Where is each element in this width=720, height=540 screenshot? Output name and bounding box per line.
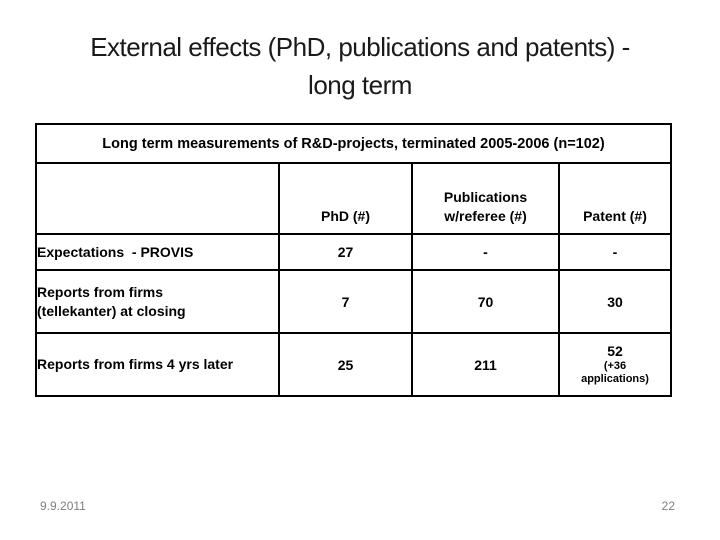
cell-phd: 7 <box>278 269 413 334</box>
table-header-row: PhD (#) Publications w/referee (#) Paten… <box>35 162 672 235</box>
slide-number: 22 <box>661 499 675 513</box>
cell-publications: 70 <box>411 269 560 334</box>
measurements-table: Long term measurements of R&D-projects, … <box>35 123 672 397</box>
table-row-reports-4yrs: Reports from firms 4 yrs later 25 211 52… <box>35 332 672 397</box>
column-header-phd: PhD (#) <box>278 162 413 235</box>
cell-publications: 211 <box>411 332 560 397</box>
cell-phd: 25 <box>278 332 413 397</box>
cell-patent: 30 <box>558 269 672 334</box>
table-row-expectations: Expectations - PROVIS 27 - - <box>35 233 672 271</box>
patent-note: (+36 applications) <box>581 360 649 385</box>
table-caption-row: Long term measurements of R&D-projects, … <box>35 123 672 164</box>
cell-patent: - <box>558 233 672 271</box>
table-caption: Long term measurements of R&D-projects, … <box>35 123 672 164</box>
cell-publications: - <box>411 233 560 271</box>
column-header-empty <box>35 162 280 235</box>
slide-title: External effects (PhD, publications and … <box>0 28 720 104</box>
cell-phd: 27 <box>278 233 413 271</box>
column-header-patent: Patent (#) <box>558 162 672 235</box>
cell-patent: 52 (+36 applications) <box>558 332 672 397</box>
table-row-reports-closing: Reports from firms (tellekanter) at clos… <box>35 269 672 334</box>
row-label: Reports from firms (tellekanter) at clos… <box>35 269 280 334</box>
slide-title-line2: long term <box>308 70 412 100</box>
row-label: Expectations - PROVIS <box>35 233 280 271</box>
footer-date: 9.9.2011 <box>40 499 86 513</box>
patent-count: 52 <box>607 343 623 359</box>
row-label: Reports from firms 4 yrs later <box>35 332 280 397</box>
slide-title-line1: External effects (PhD, publications and … <box>90 32 630 62</box>
column-header-publications: Publications w/referee (#) <box>411 162 560 235</box>
